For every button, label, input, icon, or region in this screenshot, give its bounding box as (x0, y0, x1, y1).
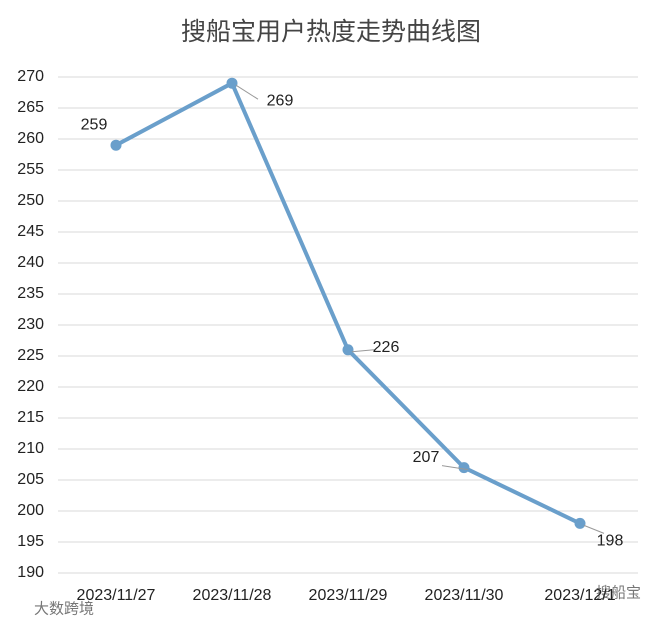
point (342, 344, 354, 356)
line (115, 81, 581, 526)
y-tick-label: 215 (17, 409, 44, 426)
point (110, 139, 122, 151)
watermark: 大数跨境 (34, 600, 94, 618)
y-tick-label: 230 (17, 316, 44, 333)
chart-title: 搜船宝用户热度走势曲线图 (181, 17, 481, 46)
x-tick-label: 2023/11/30 (425, 587, 504, 604)
y-tick-label: 270 (17, 68, 44, 85)
leader-line (583, 524, 605, 534)
y-tick-label: 190 (17, 564, 44, 581)
y-tick-label: 245 (17, 223, 44, 240)
data-label: 259 (81, 116, 108, 133)
y-tick-label: 205 (17, 471, 44, 488)
y-tick-label: 260 (17, 130, 44, 147)
y-tick-label: 210 (17, 440, 44, 457)
leader-line (235, 84, 259, 100)
data-label: 198 (597, 533, 624, 550)
point (458, 462, 470, 474)
leader-line (351, 349, 375, 353)
point (574, 517, 586, 529)
point (226, 77, 238, 89)
y-tick-label: 240 (17, 254, 44, 271)
leader-line (441, 465, 469, 471)
watermark: 搜船宝 (596, 584, 641, 602)
y-tick-label: 225 (17, 347, 44, 364)
data-label: 226 (373, 339, 400, 356)
data-label: 207 (413, 449, 440, 466)
y-tick-label: 220 (17, 378, 44, 395)
y-tick-label: 200 (17, 502, 44, 519)
x-tick-label: 2023/12/1 (544, 587, 615, 604)
y-tick-label: 235 (17, 285, 44, 302)
y-tick-label: 255 (17, 161, 44, 178)
y-tick-label: 195 (17, 533, 44, 550)
data-label: 269 (267, 92, 294, 109)
y-tick-label: 265 (17, 99, 44, 116)
x-tick-label: 2023/11/29 (309, 587, 388, 604)
y-tick-label: 250 (17, 192, 44, 209)
x-tick-label: 2023/11/28 (193, 587, 272, 604)
x-tick-label: 2023/11/27 (77, 587, 156, 604)
